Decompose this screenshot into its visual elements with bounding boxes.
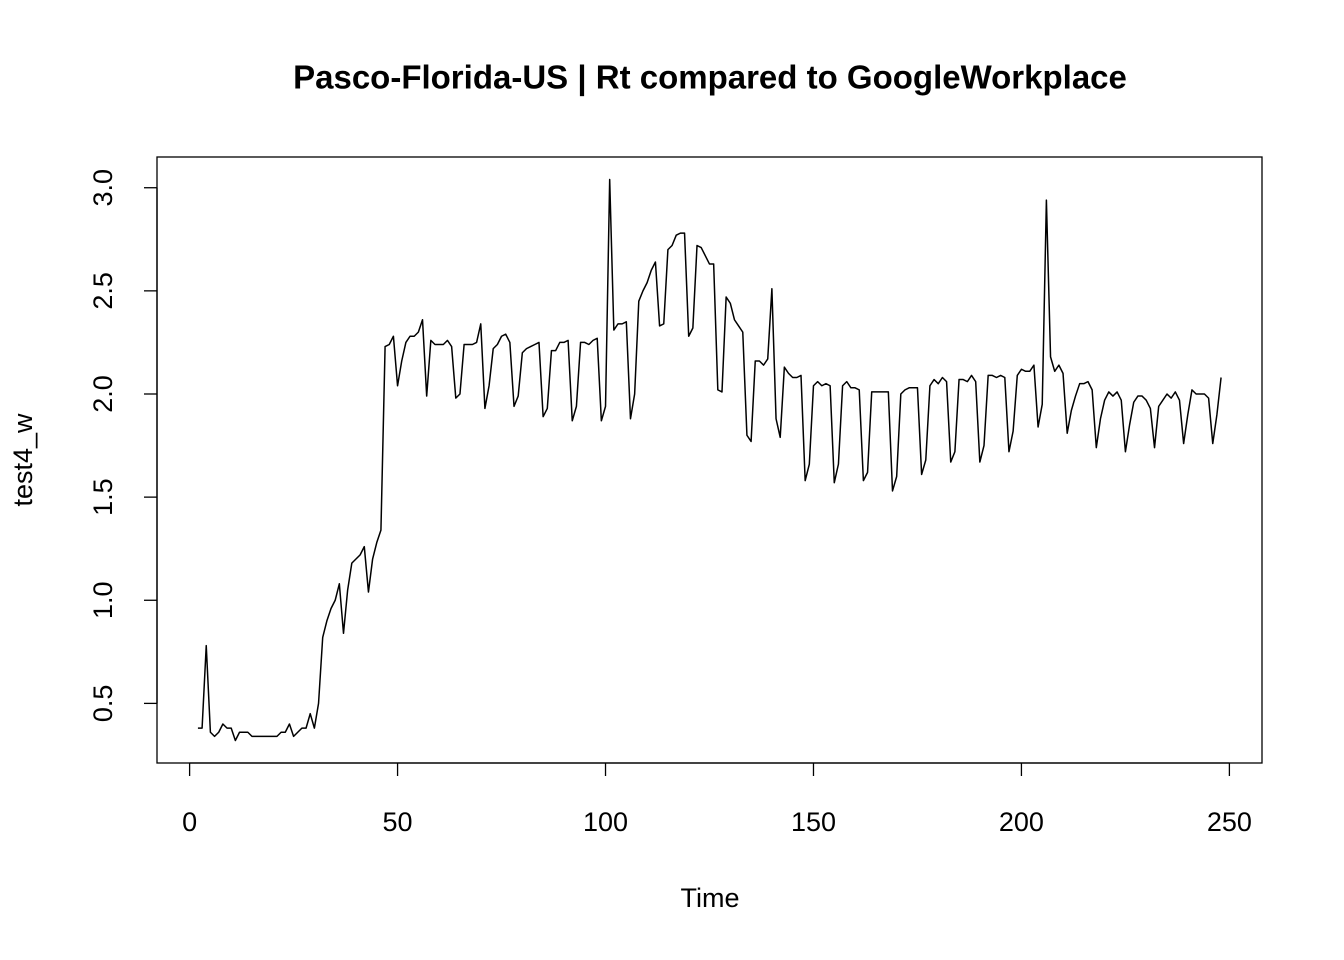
x-tick-label: 200 <box>999 807 1044 837</box>
x-tick-label: 0 <box>182 807 197 837</box>
y-tick-label: 2.0 <box>88 375 118 413</box>
x-tick-label: 250 <box>1207 807 1252 837</box>
y-tick-label: 1.5 <box>88 478 118 516</box>
x-tick-label: 100 <box>583 807 628 837</box>
x-tick-label: 150 <box>791 807 836 837</box>
data-line <box>197 178 1222 742</box>
x-axis-label: Time <box>681 883 740 913</box>
chart-title: Pasco-Florida-US | Rt compared to Google… <box>293 59 1127 96</box>
x-tick-label: 50 <box>383 807 413 837</box>
y-tick-label: 0.5 <box>88 685 118 723</box>
y-tick-label: 3.0 <box>88 169 118 207</box>
y-axis-label: test4_w <box>8 413 38 507</box>
y-tick-label: 2.5 <box>88 272 118 310</box>
y-tick-label: 1.0 <box>88 581 118 619</box>
